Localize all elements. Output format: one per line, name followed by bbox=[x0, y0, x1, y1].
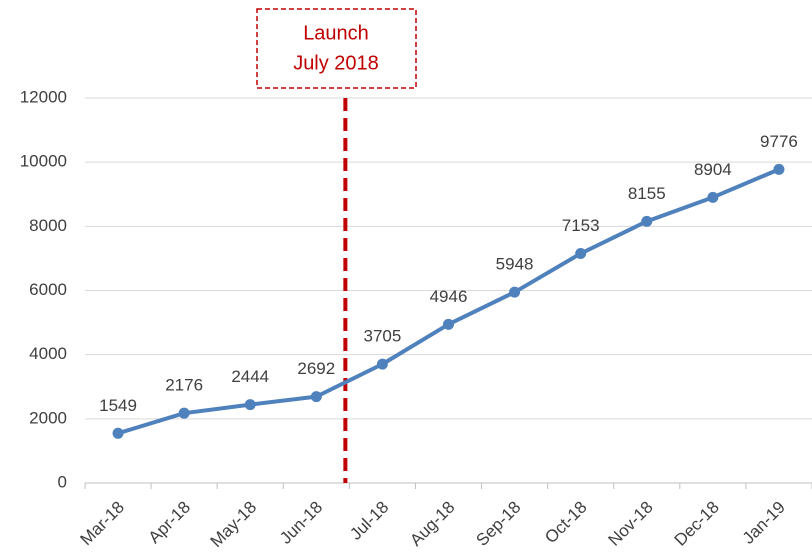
point bbox=[443, 318, 454, 330]
x-tick-label: Mar-18 bbox=[77, 498, 129, 550]
annotation-text: July 2018 bbox=[293, 52, 379, 74]
x-tick-label: Dec-18 bbox=[671, 498, 723, 550]
point bbox=[112, 427, 124, 439]
point bbox=[178, 407, 190, 419]
data-label: 8904 bbox=[694, 160, 732, 179]
y-tick-label: 2000 bbox=[29, 408, 67, 427]
x-tick-label: Jan-19 bbox=[739, 498, 789, 548]
data-label: 2444 bbox=[231, 367, 269, 386]
point bbox=[773, 163, 785, 175]
x-tick-label: Aug-18 bbox=[406, 498, 458, 550]
data-label: 4946 bbox=[430, 287, 468, 306]
data-label: 2176 bbox=[165, 376, 203, 395]
point bbox=[707, 191, 719, 203]
point bbox=[641, 215, 653, 227]
data-label: 5948 bbox=[496, 255, 534, 274]
point bbox=[575, 248, 587, 260]
x-tick-label: Sep-18 bbox=[472, 498, 524, 550]
y-tick-label: 12000 bbox=[20, 87, 67, 106]
data-label: 2692 bbox=[297, 359, 335, 378]
y-tick-label: 0 bbox=[58, 472, 67, 491]
launch-box bbox=[256, 8, 417, 89]
x-tick-label: Apr-18 bbox=[145, 498, 195, 548]
data-label: 7153 bbox=[562, 216, 600, 235]
point bbox=[509, 286, 521, 298]
data-label: 9776 bbox=[760, 132, 798, 151]
y-tick-label: 4000 bbox=[29, 344, 67, 363]
data-label: 3705 bbox=[363, 327, 401, 346]
x-tick-label: Nov-18 bbox=[605, 498, 657, 550]
point bbox=[244, 399, 256, 411]
annotation-text: Launch bbox=[303, 22, 369, 44]
data-label: 1549 bbox=[99, 396, 137, 415]
y-tick-label: 6000 bbox=[29, 280, 67, 299]
point bbox=[310, 391, 322, 403]
y-tick-label: 10000 bbox=[20, 152, 67, 171]
x-tick-label: Oct-18 bbox=[541, 498, 591, 548]
x-tick-label: Jun-18 bbox=[276, 498, 326, 548]
x-tick-label: Jul-18 bbox=[346, 498, 392, 544]
x-tick-label: May-18 bbox=[207, 498, 261, 552]
point bbox=[376, 358, 388, 370]
y-tick-label: 8000 bbox=[29, 216, 67, 235]
data-label: 8155 bbox=[628, 184, 666, 203]
